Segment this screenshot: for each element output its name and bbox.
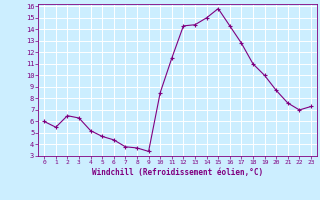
X-axis label: Windchill (Refroidissement éolien,°C): Windchill (Refroidissement éolien,°C) xyxy=(92,168,263,177)
